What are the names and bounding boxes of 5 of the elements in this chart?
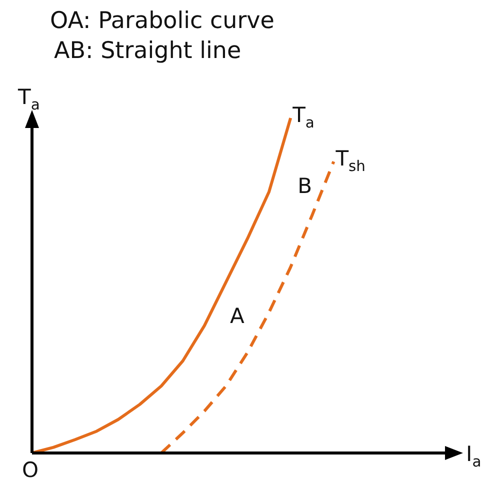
text: O (22, 458, 39, 481)
annotation: B (298, 174, 312, 198)
annotation: A (230, 304, 245, 328)
chart-title: OA: Parabolic curve (50, 7, 276, 36)
chart-subtitle: AB: Straight line (53, 37, 242, 66)
